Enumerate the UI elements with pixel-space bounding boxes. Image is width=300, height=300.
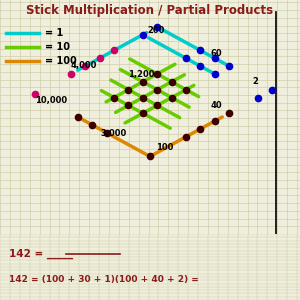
Text: 200: 200 — [147, 26, 165, 35]
Text: 100: 100 — [156, 143, 174, 152]
Text: 40: 40 — [210, 101, 222, 110]
Text: Stick Multiplication / Partial Products: Stick Multiplication / Partial Products — [26, 4, 274, 16]
Text: = 10: = 10 — [45, 42, 70, 52]
Text: = 100: = 100 — [45, 56, 77, 66]
Text: = 1: = 1 — [45, 28, 63, 38]
Text: 142 = _____: 142 = _____ — [9, 248, 73, 259]
Text: 4,000: 4,000 — [71, 61, 97, 70]
Text: 142 = (100 + 30 + 1)(100 + 40 + 2) =: 142 = (100 + 30 + 1)(100 + 40 + 2) = — [9, 275, 199, 284]
Text: 2: 2 — [252, 77, 258, 86]
Text: 60: 60 — [210, 49, 222, 58]
Text: 10,000: 10,000 — [35, 96, 67, 105]
Text: 1,200: 1,200 — [128, 70, 154, 80]
Text: 3,000: 3,000 — [101, 129, 127, 138]
